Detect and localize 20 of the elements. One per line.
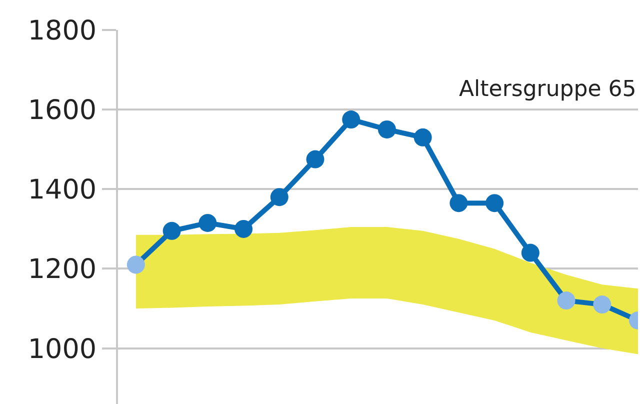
y-tick-label: 1400 bbox=[28, 174, 97, 206]
point bbox=[126, 256, 145, 274]
point bbox=[342, 110, 360, 129]
y-tick-label: 1800 bbox=[28, 15, 97, 46]
y-tick-label: 1200 bbox=[28, 254, 97, 286]
point bbox=[198, 214, 217, 232]
point bbox=[234, 220, 253, 238]
point bbox=[414, 128, 432, 146]
point bbox=[486, 194, 504, 212]
point bbox=[521, 244, 540, 262]
point bbox=[306, 150, 324, 168]
annotation: Altersgruppe 65 bbox=[459, 77, 636, 102]
point bbox=[270, 188, 288, 206]
point bbox=[450, 194, 468, 212]
point bbox=[557, 292, 576, 310]
y-tick-label: 1600 bbox=[28, 95, 97, 126]
point bbox=[593, 296, 612, 314]
y-tick-label: 1000 bbox=[28, 334, 97, 365]
point bbox=[162, 222, 181, 240]
point bbox=[378, 120, 396, 138]
